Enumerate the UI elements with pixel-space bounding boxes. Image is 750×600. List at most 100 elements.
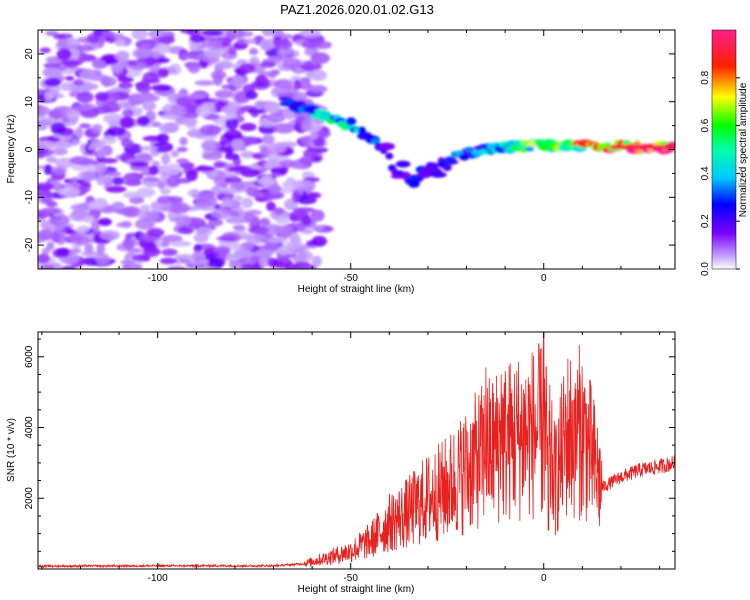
spectrogram-noise-cell bbox=[301, 215, 312, 226]
spectrogram-signal-cell bbox=[459, 153, 470, 161]
spectrogram-noise-cell bbox=[70, 177, 80, 186]
spectrogram-noise-cell bbox=[60, 82, 75, 92]
spectrogram-noise-cell bbox=[77, 45, 94, 52]
spectrogram-noise-cell bbox=[246, 234, 267, 245]
spectrogram-noise-cell bbox=[118, 82, 134, 89]
spectrogram-noise-cell bbox=[289, 232, 301, 243]
spectrogram-noise-cell bbox=[101, 135, 117, 145]
spectrogram-noise-cell bbox=[77, 52, 89, 63]
spectrogram-noise-cell bbox=[206, 257, 226, 268]
spectrogram-noise-cell bbox=[261, 78, 270, 85]
spectrogram-noise-cell bbox=[276, 92, 297, 99]
spectrogram-noise-cell bbox=[151, 84, 172, 92]
spectrogram-noise-cell bbox=[131, 30, 148, 40]
spectrogram-signal-cell bbox=[408, 179, 420, 188]
spectrogram-noise-cell bbox=[226, 30, 245, 40]
spectrogram-noise-cell bbox=[216, 235, 237, 242]
spectrogram-noise-cell bbox=[299, 30, 321, 38]
spectrogram-noise-cell bbox=[258, 177, 274, 186]
spectrogram-noise-cell bbox=[128, 60, 138, 66]
spectrogram-noise-cell bbox=[307, 192, 322, 199]
y-tick-label: 6000 bbox=[24, 345, 35, 368]
spectrogram-signal-cell bbox=[345, 117, 357, 126]
spectrogram-noise-cell bbox=[38, 105, 51, 117]
spectrogram-noise-cell bbox=[114, 51, 128, 62]
spectrogram-noise-cell bbox=[273, 207, 285, 215]
spectrogram-noise-cell bbox=[199, 124, 221, 136]
spectrogram-noise-cell bbox=[82, 171, 94, 183]
spectrogram-noise-cell bbox=[76, 225, 90, 233]
spectrogram-noise-cell bbox=[268, 184, 282, 195]
spectrogram-noise-cell bbox=[227, 48, 237, 56]
spectrogram-noise-cell bbox=[105, 185, 127, 193]
spectrogram-noise-cell bbox=[78, 103, 93, 111]
spectrogram-noise-cell bbox=[302, 135, 312, 148]
spectrogram-noise-cell bbox=[279, 159, 297, 168]
spectrogram-noise-cell bbox=[101, 56, 120, 65]
chart-title: PAZ1.2026.020.01.02.G13 bbox=[280, 2, 434, 17]
spectrogram-noise-cell bbox=[132, 47, 152, 59]
spectrogram-noise-cell bbox=[177, 253, 195, 260]
colorbar-ticks: 0.0 0.2 0.4 0.6 0.8 bbox=[700, 70, 740, 276]
spectrogram-ylabel: Frequency (Hz) bbox=[6, 115, 17, 184]
spectrogram-noise-cell bbox=[311, 255, 322, 267]
spectrogram-noise-cell bbox=[40, 207, 61, 215]
spectrogram-noise-cell bbox=[100, 76, 117, 87]
y-tick-label: -10 bbox=[24, 190, 35, 205]
spectrogram-noise-cell bbox=[106, 126, 126, 136]
spectrogram-noise-cell bbox=[161, 153, 171, 165]
spectrogram-noise-cell bbox=[187, 258, 210, 266]
spectrogram-noise-cell bbox=[41, 265, 56, 269]
spectrogram-noise-cell bbox=[98, 158, 118, 164]
spectrogram-noise-cell bbox=[91, 123, 103, 134]
spectrogram-noise-cell bbox=[232, 224, 246, 231]
spectrogram-noise-cell bbox=[202, 152, 223, 161]
spectrogram-noise-cell bbox=[300, 77, 311, 88]
spectrogram-noise-cell bbox=[119, 116, 135, 129]
spectrogram-noise-cell bbox=[134, 218, 155, 230]
y-tick-label: 4000 bbox=[24, 416, 35, 439]
spectrogram-noise-cell bbox=[79, 123, 92, 129]
spectrogram-noise-cell bbox=[254, 100, 266, 109]
spectrogram-noise-cell bbox=[73, 79, 85, 86]
spectrogram-signal-cell bbox=[395, 160, 411, 168]
spectrogram-noise-cell bbox=[122, 191, 140, 199]
spectrogram-noise-cell bbox=[152, 121, 162, 127]
spectrogram-noise-cell bbox=[99, 230, 120, 241]
spectrogram-noise-cell bbox=[213, 246, 230, 253]
spectrogram-noise-cell bbox=[121, 138, 134, 148]
spectrogram-noise-cell bbox=[153, 43, 171, 54]
spectrogram-noise-cell bbox=[267, 112, 286, 123]
spectrogram-noise-cell bbox=[302, 61, 315, 72]
spectrogram-noise-cell bbox=[311, 225, 324, 231]
spectrogram-noise-cell bbox=[38, 253, 51, 264]
spectrogram-noise-cell bbox=[308, 37, 324, 44]
spectrogram-noise-cell bbox=[139, 43, 152, 49]
spectrogram-signal-cell bbox=[525, 146, 535, 152]
spectrogram-signal-cell bbox=[430, 171, 447, 178]
spectrogram-noise-cell bbox=[193, 243, 203, 254]
spectrogram-noise-cell bbox=[61, 68, 75, 75]
spectrogram-noise-cell bbox=[156, 133, 170, 144]
spectrogram-noise-cell bbox=[208, 218, 224, 227]
spectrogram-noise-cell bbox=[176, 158, 190, 165]
spectrogram-noise-cell bbox=[82, 257, 100, 266]
spectrogram-noise-cell bbox=[113, 32, 124, 40]
spectrogram-noise-cell bbox=[69, 233, 84, 243]
spectrogram-noise-cell bbox=[103, 113, 125, 124]
spectrogram-noise-cell bbox=[204, 48, 221, 59]
spectrogram-noise-cell bbox=[116, 222, 133, 228]
spectrogram-noise-cell bbox=[241, 241, 254, 251]
spectrogram-noise-cell bbox=[74, 127, 84, 139]
spectrogram-noise-cell bbox=[273, 39, 293, 50]
spectrogram-noise-cell bbox=[227, 165, 248, 173]
spectrogram-noise-cell bbox=[301, 119, 312, 131]
spectrogram-noise-cell bbox=[174, 215, 192, 227]
spectrogram-noise-cell bbox=[246, 186, 261, 197]
spectrogram-noise-cell bbox=[97, 218, 112, 226]
spectrogram-noise-cell bbox=[282, 58, 304, 70]
spectrogram-noise-cell bbox=[114, 208, 137, 215]
spectrogram-noise-cell bbox=[291, 190, 301, 203]
spectrogram-noise-cell bbox=[292, 207, 315, 213]
